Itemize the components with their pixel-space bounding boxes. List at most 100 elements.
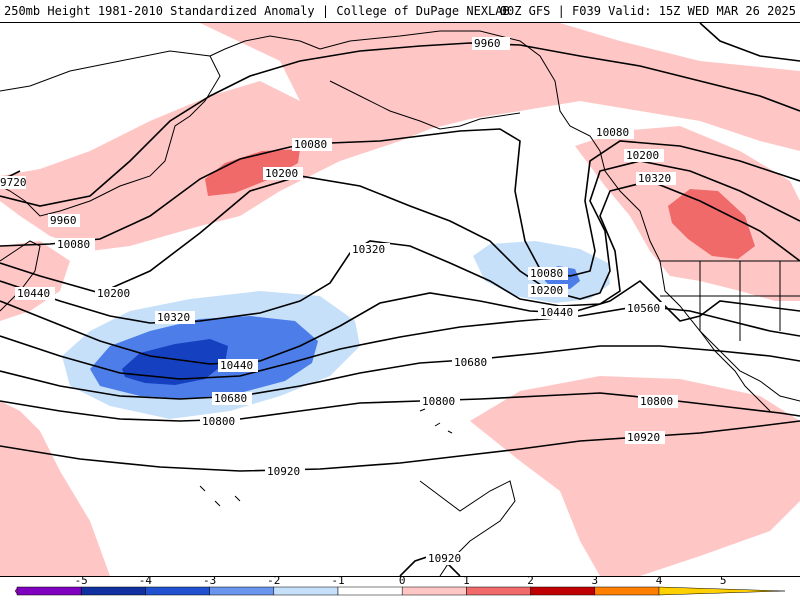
coast-australia	[419, 480, 516, 576]
contour-10440	[0, 279, 800, 365]
colorbar-swatch	[16, 586, 82, 596]
label-10080-w: 10080	[57, 238, 90, 251]
label-bg-10440-e	[538, 306, 578, 319]
label-10440-e: 10440	[540, 306, 573, 319]
label-9720-w: 9720	[0, 176, 27, 189]
pos2-anomaly-bering	[205, 149, 300, 196]
label-10680-c: 10680	[454, 356, 487, 369]
label-bg-10200-w	[95, 287, 135, 300]
label-bg-10560-e	[625, 302, 665, 315]
label-bg-10800-e	[638, 395, 678, 408]
pos2-anomaly-pnw	[668, 189, 755, 259]
contour-9960	[0, 42, 800, 207]
label-bg-10080-e	[594, 126, 634, 139]
label-9960-ne: 9960	[474, 37, 501, 50]
contour-9960-ne-loop	[699, 23, 800, 62]
label-10080-a: 10080	[294, 138, 327, 151]
coast-islands-sw	[199, 485, 241, 507]
contour-10200	[0, 160, 800, 300]
colorbar-tick-label: -2	[267, 575, 280, 587]
state-lines	[660, 260, 800, 341]
pos-anomaly-north-pacific	[0, 23, 800, 251]
contour-10560	[0, 305, 800, 380]
colorbar-swatch	[594, 586, 660, 596]
anomaly-map: 9960 9960 9720 10080 10080 10080 10080 1…	[0, 22, 800, 577]
label-bg-10080-w	[55, 238, 95, 251]
coast-aleutian	[329, 80, 521, 130]
label-10920-e: 10920	[627, 431, 660, 444]
label-bg-10800-w	[200, 415, 240, 428]
label-10200-low: 10200	[530, 284, 563, 297]
label-bg-10680-w	[212, 392, 252, 405]
colorbar-right-arrow	[658, 586, 786, 596]
contour-10680	[0, 345, 800, 400]
label-10920-c: 10920	[267, 465, 300, 478]
colorbar-swatch	[209, 586, 275, 596]
label-10800-c: 10800	[422, 395, 455, 408]
label-bg-10440-w	[15, 287, 55, 300]
label-10800-e: 10800	[640, 395, 673, 408]
label-bg-10200-low	[528, 284, 568, 297]
colorbar-tick-label: -4	[139, 575, 153, 587]
label-bg-9960-ne	[472, 37, 510, 50]
label-bg-10920-e	[625, 431, 665, 444]
neg3-anomaly-central-pacific	[122, 339, 228, 385]
strong-positive-anomaly	[205, 149, 755, 259]
label-10320-a: 10320	[352, 243, 385, 256]
label-10920-s: 10920	[428, 552, 461, 565]
label-10200-e: 10200	[626, 149, 659, 162]
label-10200-w: 10200	[97, 287, 130, 300]
colorbar-tick-label: 0	[399, 575, 406, 587]
label-bg-10800-c	[420, 395, 460, 408]
label-10680-w: 10680	[214, 392, 247, 405]
colorbar-swatch	[145, 586, 210, 596]
label-10080-low: 10080	[530, 267, 563, 280]
label-10320-w: 10320	[157, 311, 190, 324]
label-bg-10680-c	[452, 356, 492, 369]
label-9960-w: 9960	[50, 214, 77, 227]
colorbar-swatches	[14, 586, 786, 596]
colorbar-swatch	[80, 586, 146, 596]
coast-baja	[699, 330, 771, 412]
label-10440-w: 10440	[17, 287, 50, 300]
contour-10920	[0, 420, 800, 472]
label-bg-10200-e	[624, 149, 664, 162]
label-bg-9960-w	[48, 214, 80, 227]
label-bg-10440-c	[218, 359, 258, 372]
label-bg-10080-low	[528, 267, 568, 280]
colorbar-tick-label: 1	[463, 575, 470, 587]
contour-labels: 9960 9960 9720 10080 10080 10080 10080 1…	[0, 37, 678, 565]
pos-anomaly-west-edge	[0, 241, 70, 321]
label-bg-10320-e	[636, 172, 676, 185]
label-10440-c: 10440	[220, 359, 253, 372]
colorbar-tick-label: 3	[591, 575, 598, 587]
coast-kamchatka	[209, 35, 321, 57]
colorbar-tick-label: -3	[203, 575, 216, 587]
map-title: 250mb Height 1981-2010 Standardized Anom…	[4, 4, 510, 18]
label-bg-10080-a	[292, 138, 332, 151]
colorbar-tick-label: 5	[720, 575, 727, 587]
coast-asia-ne	[0, 50, 221, 217]
colorbar-swatch	[337, 586, 403, 596]
colorbar-tick-labels: -5 -4 -3 -2 -1 0 1 2 3 4 5	[75, 575, 727, 587]
label-bg-9720-w	[0, 176, 26, 189]
contour-10080	[0, 128, 800, 277]
colorbar-tick-label: 2	[527, 575, 534, 587]
colorbar-tick-label: -5	[75, 575, 88, 587]
label-bg-10200-a	[263, 167, 303, 180]
colorbar-tick-label: -1	[331, 575, 344, 587]
label-bg-10320-a	[350, 243, 390, 256]
colorbar-swatch	[401, 586, 467, 596]
label-10200-a: 10200	[265, 167, 298, 180]
label-10560-e: 10560	[627, 302, 660, 315]
colorbar-swatch	[530, 586, 596, 596]
label-bg-10920-s	[426, 552, 466, 565]
pos-anomaly-sw	[0, 401, 110, 576]
label-bg-10320-w	[155, 311, 195, 324]
pos-anomaly-subtropical	[470, 376, 800, 576]
label-10320-e: 10320	[638, 172, 671, 185]
label-bg-10920-c	[265, 465, 305, 478]
colorbar-swatch	[466, 586, 531, 596]
colorbar-swatch	[273, 586, 339, 596]
